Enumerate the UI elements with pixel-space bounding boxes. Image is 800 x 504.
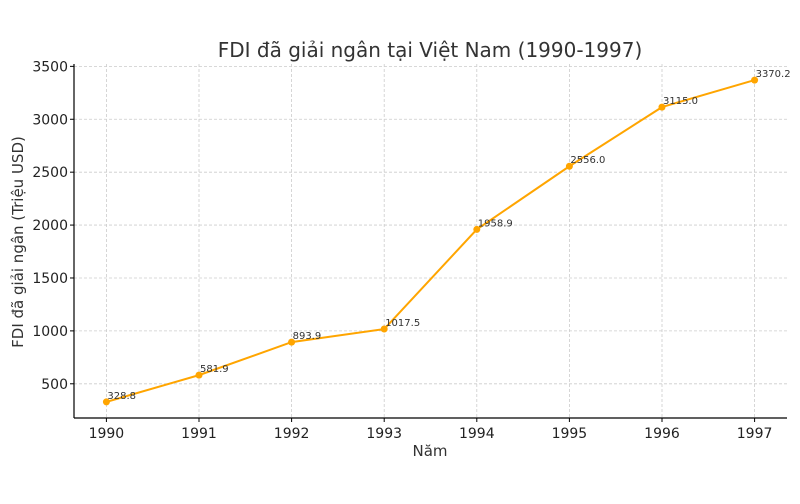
x-tick-label: 1992 [274,426,310,442]
chart-title: FDI đã giải ngân tại Việt Nam (1990-1997… [218,38,643,62]
y-tick-label: 3000 [32,112,68,128]
x-tick-label: 1991 [181,426,217,442]
x-tick-label: 1995 [552,426,588,442]
x-tick-label: 1996 [644,426,680,442]
data-label: 1958.9 [478,218,513,229]
data-label: 1017.5 [385,318,420,329]
data-label: 328.8 [107,391,136,402]
axes [73,64,787,419]
data-label: 2556.0 [570,155,605,166]
x-tick-label: 1997 [737,426,773,442]
data-point [288,338,296,346]
y-tick-label: 1000 [32,324,68,340]
data-label: 3115.0 [663,96,698,107]
y-axis-label: FDI đã giải ngân (Triệu USD) [9,136,27,348]
data-label: 893.9 [293,331,322,342]
x-axis-label: Năm [412,442,447,460]
x-tick-label: 1993 [366,426,402,442]
data-point [195,371,203,379]
x-tick-label: 1990 [89,426,125,442]
data-point [565,162,573,170]
y-tick-label: 3500 [32,59,68,75]
series-polyline [106,79,755,403]
y-tick-label: 2500 [32,165,68,181]
data-point [380,325,388,333]
y-tick-label: 500 [41,377,68,393]
data-point [102,398,110,406]
grid [74,64,787,418]
data-point [751,76,759,84]
data-point [658,103,666,111]
data-label: 581.9 [200,364,229,375]
data-label: 3370.2 [756,69,791,80]
ticks: 1990 1991 1992 1993 1994 1995 1996 1997 500 1000 1… [32,59,772,442]
y-tick-label: 1500 [32,271,68,287]
series-line: 328.8 581.9 893.9 1017.5 1958.9 2556.0 3115.0 3… [102,69,791,406]
y-tick-label: 2000 [32,218,68,234]
data-point [473,225,481,233]
x-tick-label: 1994 [459,426,495,442]
